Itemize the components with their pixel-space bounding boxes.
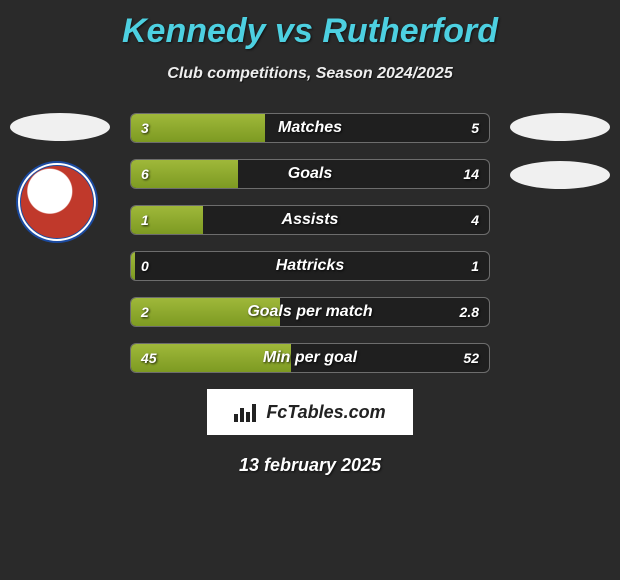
fctables-logo: FcTables.com [207, 389, 413, 435]
bar-value-right: 5 [471, 120, 479, 136]
comparison-title: Kennedy vs Rutherford [0, 0, 620, 51]
stat-bar: 3Matches5 [130, 113, 490, 143]
bar-label: Hattricks [131, 257, 489, 275]
right-side-badges [510, 113, 610, 209]
bar-label: Min per goal [131, 349, 489, 367]
subtitle: Club competitions, Season 2024/2025 [0, 65, 620, 83]
stat-bars: 3Matches56Goals141Assists40Hattricks12Go… [130, 113, 490, 373]
bar-label: Matches [131, 119, 489, 137]
bar-label: Assists [131, 211, 489, 229]
player1-club-badge [16, 161, 98, 243]
player2-name: Rutherford [322, 12, 498, 50]
bar-value-right: 1 [471, 258, 479, 274]
player2-badge-placeholder-1 [510, 113, 610, 141]
player1-name: Kennedy [122, 12, 266, 50]
bar-value-right: 2.8 [460, 304, 479, 320]
left-side-badges [10, 113, 110, 243]
stat-bar: 0Hattricks1 [130, 251, 490, 281]
logo-text: FcTables.com [266, 402, 385, 423]
player2-badge-placeholder-2 [510, 161, 610, 189]
stat-bar: 1Assists4 [130, 205, 490, 235]
date: 13 february 2025 [10, 455, 610, 476]
bar-value-right: 4 [471, 212, 479, 228]
bar-label: Goals [131, 165, 489, 183]
stat-bar: 6Goals14 [130, 159, 490, 189]
bar-chart-icon [234, 402, 260, 422]
vs-text: vs [275, 12, 313, 50]
bar-label: Goals per match [131, 303, 489, 321]
content: 3Matches56Goals141Assists40Hattricks12Go… [0, 113, 620, 476]
player1-badge-placeholder [10, 113, 110, 141]
stat-bar: 45Min per goal52 [130, 343, 490, 373]
bar-value-right: 14 [463, 166, 479, 182]
bar-value-right: 52 [463, 350, 479, 366]
stat-bar: 2Goals per match2.8 [130, 297, 490, 327]
